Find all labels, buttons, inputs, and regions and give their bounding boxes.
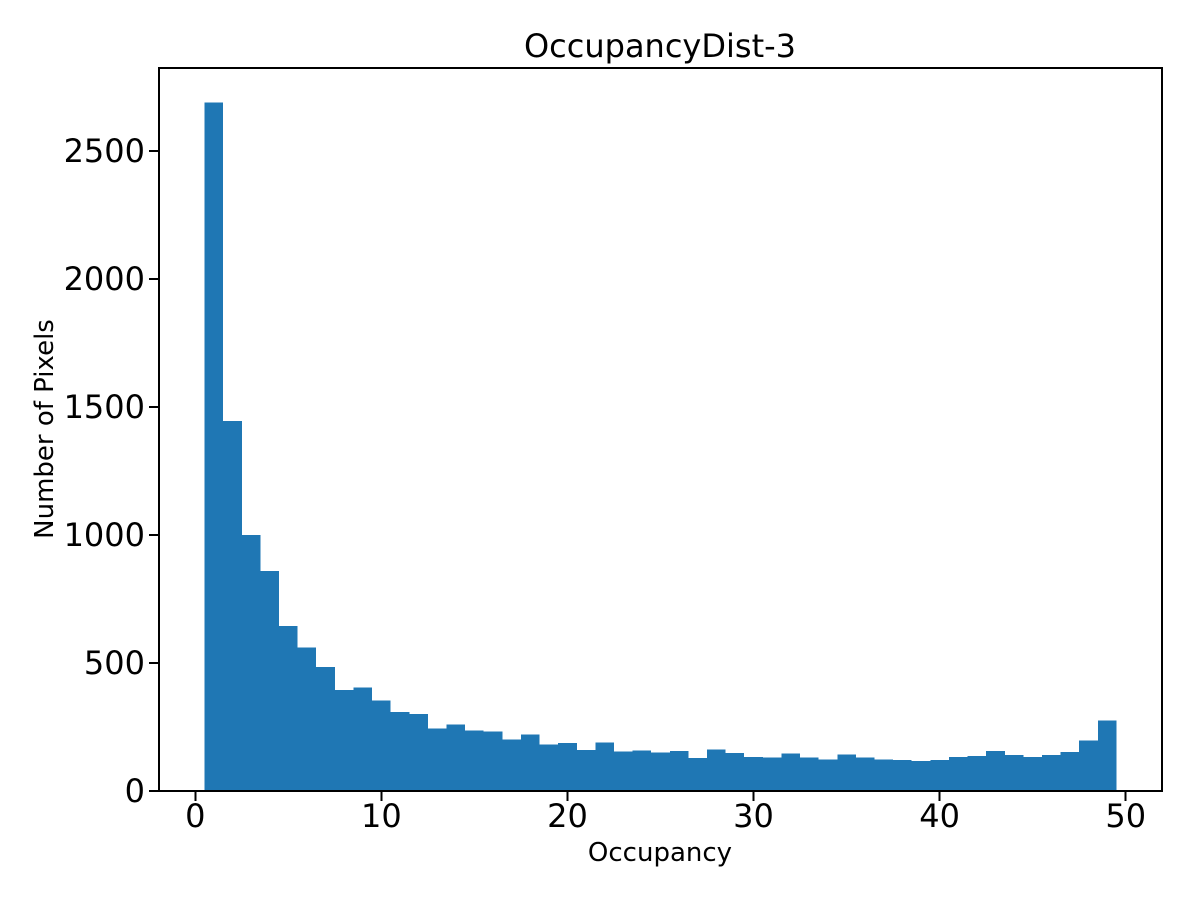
- histogram-bar: [595, 742, 614, 791]
- histogram-bar: [1060, 751, 1080, 791]
- x-tick-label: 0: [185, 797, 205, 835]
- histogram-bar: [911, 760, 931, 791]
- x-tick-label: 20: [547, 797, 588, 835]
- histogram-bar: [1079, 740, 1098, 791]
- x-axis-ticks: 0 10 20 30 40 50: [185, 791, 1146, 835]
- x-axis-label: Occupancy: [588, 838, 732, 868]
- histogram-bar: [762, 757, 782, 791]
- histogram-bar: [223, 421, 242, 791]
- x-tick-label: 50: [1105, 797, 1146, 835]
- histogram-bar: [986, 751, 1005, 791]
- histogram-bar: [539, 744, 559, 791]
- y-tick-label: 0: [125, 772, 145, 810]
- histogram-bar: [725, 752, 745, 791]
- histogram-bar: [390, 712, 410, 791]
- histogram-bar: [316, 666, 335, 791]
- chart-title: OccupancyDist-3: [524, 27, 796, 65]
- histogram-bar: [576, 750, 596, 791]
- histogram-bar: [781, 753, 801, 791]
- histogram-bar: [1097, 720, 1117, 791]
- y-tick-label: 2500: [64, 132, 145, 170]
- histogram-bar: [1023, 756, 1042, 791]
- histogram-bar: [204, 102, 224, 792]
- x-tick-label: 30: [733, 797, 774, 835]
- y-tick-label: 1500: [64, 388, 145, 426]
- histogram-bar: [260, 570, 280, 791]
- histogram-bar: [893, 760, 912, 791]
- histogram-bar: [707, 749, 726, 791]
- histogram-bar: [632, 750, 652, 791]
- histogram-bar: [874, 759, 894, 791]
- histogram-bar: [930, 760, 949, 791]
- histogram-bar: [334, 689, 354, 791]
- histogram-bar: [465, 730, 484, 791]
- histogram-bar: [372, 700, 391, 791]
- y-tick-label: 500: [84, 644, 145, 682]
- histogram-bar: [837, 754, 856, 791]
- y-tick-label: 1000: [64, 516, 145, 554]
- histogram-bar: [1041, 755, 1061, 791]
- histogram-bar: [558, 742, 577, 791]
- histogram-bar: [651, 752, 670, 791]
- histogram-bar: [688, 758, 708, 791]
- histogram-bar: [818, 759, 838, 791]
- y-tick-label: 2000: [64, 260, 145, 298]
- x-tick-label: 40: [919, 797, 960, 835]
- plot-frame: [158, 67, 1163, 792]
- histogram-bar: [353, 687, 373, 791]
- histogram-bar: [613, 751, 633, 791]
- histogram-bar: [967, 756, 987, 791]
- x-tick-label: 10: [361, 797, 402, 835]
- histogram-bar: [669, 751, 689, 791]
- histogram-bar: [502, 739, 521, 791]
- histogram-bar: [483, 731, 503, 791]
- histogram-bar: [1004, 755, 1024, 791]
- histogram-bar: [409, 714, 428, 791]
- histogram-bar: [744, 757, 763, 791]
- histogram-bars: [204, 102, 1117, 792]
- histogram-bar: [948, 757, 968, 791]
- histogram-bar: [446, 724, 466, 791]
- histogram-bar: [520, 734, 540, 791]
- histogram-bar: [279, 625, 298, 791]
- y-axis-ticks: 0 500 1000 1500 2000 2500: [64, 132, 159, 810]
- histogram-bar: [427, 728, 447, 791]
- histogram-bar: [297, 647, 317, 791]
- histogram-bar: [800, 757, 819, 791]
- histogram-bar: [855, 757, 875, 791]
- histogram-bar: [241, 534, 261, 791]
- y-axis-label: Number of Pixels: [30, 319, 60, 539]
